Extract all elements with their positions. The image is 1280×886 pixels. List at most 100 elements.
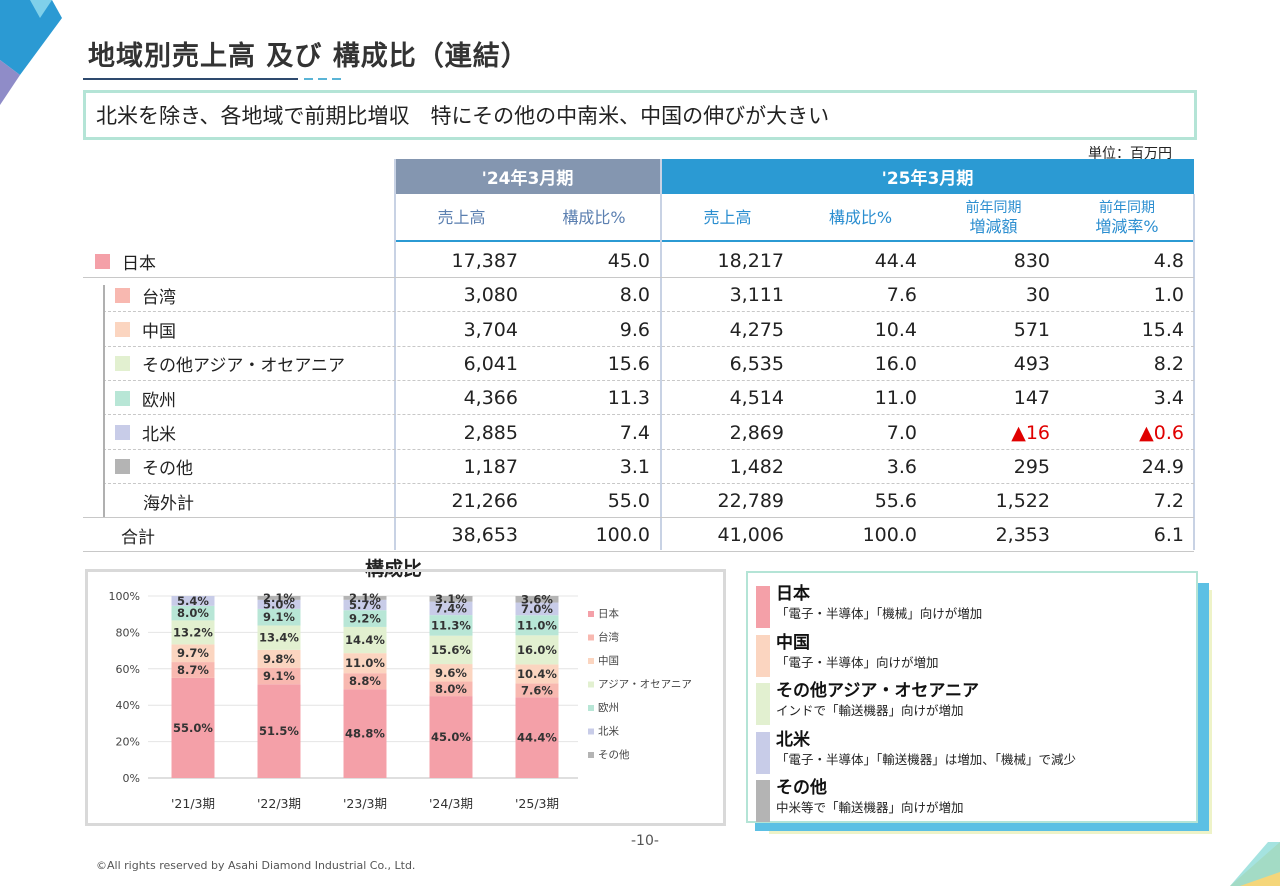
region-name: 合計 bbox=[121, 527, 155, 548]
value-cell-s25: 3,111 bbox=[729, 284, 784, 307]
region-name: 欧州 bbox=[142, 390, 176, 411]
legend-swatch bbox=[588, 634, 594, 641]
column-header-row bbox=[395, 194, 1194, 242]
value-cell-rate: 24.9 bbox=[1141, 455, 1184, 478]
value-cell-rate: ▲0.6 bbox=[1139, 421, 1184, 444]
value-cell-r25: 7.0 bbox=[886, 421, 917, 444]
value-cell-r24: 100.0 bbox=[595, 524, 650, 547]
table-row: 合計 38,653 100.0 41,006 100.0 2,353 6.1 bbox=[83, 518, 1194, 553]
row-rule bbox=[103, 379, 1194, 381]
data-label: 9.7% bbox=[177, 646, 209, 660]
value-cell-s24: 21,266 bbox=[451, 490, 518, 513]
note-body: 「電子・半導体」「輸送機器」は増加、「機械」で減少 bbox=[776, 751, 1077, 767]
period-header-2025: '25年3月期 bbox=[661, 159, 1194, 194]
region-name-cell: その他アジア・オセアニア bbox=[115, 347, 345, 381]
value-cell-diff: 30 bbox=[1025, 284, 1050, 307]
table-row: 台湾 3,080 8.0 3,111 7.6 30 1.0 bbox=[83, 278, 1194, 313]
row-rule bbox=[103, 311, 1194, 313]
legend-swatch bbox=[588, 681, 594, 688]
col-header-sales-25: 売上高 bbox=[703, 208, 752, 228]
legend-label: 日本 bbox=[598, 607, 619, 620]
legend-label: 欧州 bbox=[598, 702, 619, 714]
data-label: 3.1% bbox=[435, 592, 467, 606]
value-cell-s24: 1,187 bbox=[463, 455, 518, 478]
region-name-cell: 合計 bbox=[121, 518, 155, 552]
note-body: インドで「輸送機器」向けが増加 bbox=[776, 703, 964, 718]
value-cell-rate: 6.1 bbox=[1153, 524, 1184, 547]
value-cell-diff: ▲16 bbox=[1011, 421, 1050, 444]
value-cell-s25: 4,275 bbox=[729, 318, 784, 341]
row-rule bbox=[83, 277, 1194, 278]
y-tick-label: 20% bbox=[116, 736, 140, 749]
data-label: 9.6% bbox=[435, 666, 467, 680]
value-cell-s24: 17,387 bbox=[451, 250, 518, 272]
region-name: 海外計 bbox=[143, 493, 194, 514]
region-note: その他 中米等で「輸送機器」向けが増加 bbox=[756, 777, 964, 822]
bar-segment bbox=[429, 596, 473, 602]
table-row: 中国 3,704 9.6 4,275 10.4 571 15.4 bbox=[83, 313, 1194, 347]
data-label: 9.2% bbox=[349, 612, 381, 626]
data-label: 13.2% bbox=[173, 625, 213, 639]
bar-segment bbox=[257, 599, 301, 609]
note-body: 中米等で「輸送機器」向けが増加 bbox=[776, 800, 964, 815]
bar-segment bbox=[515, 615, 559, 636]
data-label: 7.0% bbox=[521, 602, 553, 616]
value-cell-r24: 7.4 bbox=[619, 421, 650, 444]
value-cell-rate: 4.8 bbox=[1153, 250, 1184, 272]
value-cell-r25: 100.0 bbox=[862, 524, 917, 547]
value-cell-s24: 3,080 bbox=[463, 284, 518, 307]
region-name-cell: 日本 bbox=[95, 244, 156, 278]
value-cell-diff: 571 bbox=[1013, 318, 1050, 341]
data-label: 9.8% bbox=[263, 652, 295, 666]
data-label: 11.0% bbox=[345, 656, 385, 670]
data-label: 5.4% bbox=[177, 594, 209, 608]
col-header-yoy-rate: 前年同期 増減率% bbox=[1060, 194, 1194, 242]
region-name-cell: その他 bbox=[115, 450, 193, 484]
data-label: 9.1% bbox=[263, 610, 295, 624]
data-label: 51.5% bbox=[259, 724, 299, 738]
divider-left bbox=[394, 159, 396, 550]
title-dash-accent bbox=[304, 78, 344, 80]
note-title: 日本 bbox=[776, 584, 810, 604]
value-cell-r24: 3.1 bbox=[619, 455, 650, 478]
value-cell-r24: 15.6 bbox=[607, 352, 650, 375]
composition-stacked-bar-chart: 0% 20% 40% 60% 80% 100% 55.0% 8.7% 9.7% 13.2% 8.0%… bbox=[109, 590, 692, 811]
value-cell-s25: 18,217 bbox=[717, 250, 784, 272]
value-cell-s25: 1,482 bbox=[729, 455, 784, 478]
row-rule bbox=[103, 345, 1194, 347]
bar-segment bbox=[257, 625, 301, 650]
bar-segment bbox=[429, 681, 473, 697]
region-name: 日本 bbox=[122, 253, 156, 274]
legend-swatch bbox=[588, 728, 594, 735]
bar-segment bbox=[429, 635, 473, 665]
note-color-bar bbox=[756, 780, 770, 822]
value-cell-s25: 22,789 bbox=[717, 490, 784, 513]
col-header-yoy-amount-line1: 前年同期 bbox=[965, 200, 1022, 216]
unit-label: 単位：百万円 bbox=[1088, 146, 1172, 162]
value-cell-diff: 295 bbox=[1013, 455, 1050, 478]
value-cell-s24: 3,704 bbox=[463, 318, 518, 341]
value-cell-r24: 9.6 bbox=[619, 318, 650, 341]
bar-segment bbox=[515, 664, 559, 684]
value-cell-s24: 6,041 bbox=[463, 352, 518, 375]
summary-box: 北米を除き、各地域で前期比増収 特にその他の中南米、中国の伸びが大きい bbox=[83, 90, 1197, 140]
data-label: 8.8% bbox=[349, 674, 381, 688]
y-tick-label: 80% bbox=[116, 626, 140, 639]
data-label: 15.6% bbox=[431, 643, 471, 657]
value-cell-diff: 2,353 bbox=[995, 524, 1050, 547]
corner-decoration bbox=[1230, 842, 1280, 886]
col-header-sales-24: 売上高 bbox=[437, 208, 486, 228]
bar-segment bbox=[429, 601, 473, 616]
col-header-yoy-rate-line2: 増減率% bbox=[1095, 216, 1159, 236]
bar-segment bbox=[171, 677, 215, 778]
region-name: 中国 bbox=[142, 322, 176, 343]
value-cell-r24: 45.0 bbox=[607, 250, 650, 272]
note-color-bar bbox=[756, 683, 770, 725]
data-label: 10.4% bbox=[517, 667, 557, 681]
table-row: 日本 17,387 45.0 18,217 44.4 830 4.8 bbox=[83, 244, 1194, 278]
col-header-yoy-amount: 前年同期 増減額 bbox=[927, 194, 1060, 242]
bar-segment bbox=[429, 696, 473, 778]
value-cell-s25: 41,006 bbox=[717, 524, 784, 547]
col-header-ratio-25: 構成比% bbox=[828, 208, 893, 228]
col-header-yoy-amount-line2: 増減額 bbox=[969, 216, 1018, 236]
